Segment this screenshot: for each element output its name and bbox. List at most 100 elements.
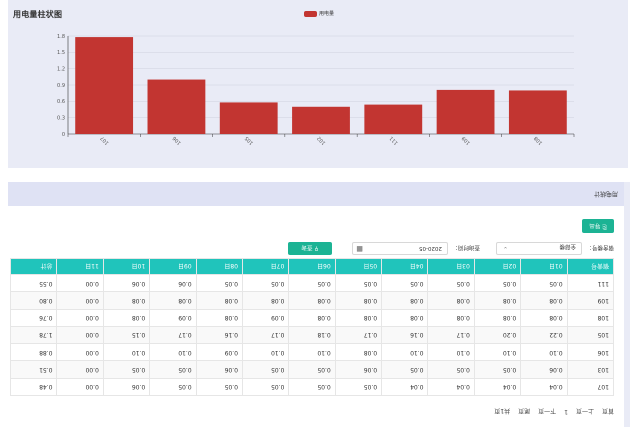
cell-text: 0.00 — [85, 366, 99, 374]
cell-text: 0.48 — [39, 383, 53, 391]
column-header-label: 07日 — [270, 261, 285, 269]
cell-text: 0.10 — [317, 348, 331, 356]
pager-next[interactable]: 下一页 — [538, 407, 557, 415]
column-header[interactable]: 11日 — [57, 258, 104, 275]
column-header[interactable]: 08日 — [196, 258, 243, 275]
table-cell: 0.05 — [474, 274, 521, 292]
pagination: 首页 上一页 1 下一页 尾页 共1页 — [494, 405, 614, 419]
pager-prev[interactable]: 上一页 — [575, 407, 594, 415]
x-tick-label: 106 — [172, 135, 183, 146]
cell-text: 0.04 — [456, 383, 470, 391]
table-cell: 105 — [567, 326, 614, 344]
x-tick-label: 105 — [244, 135, 255, 146]
cell-text: 103 — [597, 366, 609, 374]
table-cell: 0.10 — [381, 343, 428, 361]
table-header-row: 宿舍号 01日 02日 03日 04日 05日 06日 07日 08日 09日 10日 11日 总计 — [10, 258, 614, 275]
table-cell: 0.05 — [288, 360, 336, 379]
export-button[interactable]: ⎘ 导出 — [582, 219, 614, 233]
table-cell: 0.55 — [10, 274, 57, 292]
bar-102 — [292, 106, 350, 134]
table-cell: 1.78 — [10, 326, 57, 344]
export-icon: ⎘ — [602, 223, 607, 230]
cell-text: 0.10 — [549, 348, 563, 356]
pager-page[interactable]: 1 — [564, 408, 568, 416]
table-cell: 0.04 — [428, 378, 475, 396]
table-cell: 0.08 — [474, 291, 521, 310]
column-header[interactable]: 总计 — [10, 258, 57, 275]
table-panel: 首页 上一页 1 下一页 尾页 共1页 107 0.04 0.04 0.04 0.04 0… — [8, 182, 630, 427]
table-cell: 0.08 — [381, 309, 428, 327]
table-cell: 0.04 — [381, 378, 428, 396]
table-cell: 0.05 — [335, 378, 382, 396]
table-cell: 0.08 — [196, 291, 243, 310]
cell-text: 0.88 — [39, 348, 53, 356]
cell-text: 0.04 — [502, 383, 517, 391]
cell-text: 107 — [597, 383, 609, 391]
panel-edge — [624, 182, 630, 427]
column-header[interactable]: 02日 — [474, 258, 521, 275]
cell-text: 0.08 — [410, 296, 424, 304]
rotated-content: 首页 上一页 1 下一页 尾页 共1页 107 0.04 0.04 0.04 0.04 0… — [8, 182, 624, 427]
pager-last[interactable]: 尾页 — [518, 407, 531, 415]
table-cell: 0.05 — [103, 360, 150, 379]
date-input[interactable]: 2020-05 — [352, 242, 448, 255]
table-cell: 0.04 — [474, 378, 521, 396]
table-cell: 0.09 — [149, 309, 197, 327]
cell-text: 0.08 — [502, 296, 517, 304]
cell-text: 0.06 — [363, 366, 378, 374]
table-cell: 0.08 — [520, 309, 568, 327]
pager-first[interactable]: 首页 — [601, 407, 614, 415]
cell-text: 0.05 — [363, 383, 378, 391]
cell-text: 0.09 — [224, 348, 238, 356]
building-select[interactable]: 全部楼 ⌄ — [496, 242, 582, 255]
column-header[interactable]: 10日 — [103, 258, 150, 275]
table-cell: 0.05 — [474, 360, 521, 379]
table-cell: 106 — [567, 343, 614, 361]
column-header[interactable]: 01日 — [520, 258, 568, 275]
column-header[interactable]: 04日 — [381, 258, 428, 275]
table-row: 109 0.08 0.08 0.08 0.08 0.08 0.08 0.08 0.08 0.08 0… — [10, 291, 614, 310]
cell-text: 0.10 — [502, 348, 517, 356]
cell-text: 0.06 — [549, 366, 563, 374]
cell-text: 0.09 — [178, 314, 192, 322]
table-cell: 0.05 — [381, 274, 428, 292]
cell-text: 0.08 — [317, 296, 331, 304]
table-cell: 0.08 — [288, 309, 336, 327]
table-cell: 0.10 — [520, 343, 568, 361]
table-cell: 0.05 — [242, 360, 289, 379]
cell-text: 0.08 — [363, 348, 378, 356]
calendar-icon[interactable]: ▦ — [356, 245, 363, 253]
chart-legend[interactable]: 用电量 — [304, 10, 334, 17]
pager-total: 共1页 — [494, 407, 511, 415]
query-button-label: 查询 — [301, 244, 313, 251]
cell-text: 0.15 — [131, 331, 146, 339]
table-cell: 0.05 — [288, 378, 336, 396]
table-cell: 0.08 — [335, 291, 382, 310]
column-header[interactable]: 06日 — [288, 258, 336, 275]
column-header[interactable]: 宿舍号 — [567, 258, 614, 275]
table-cell: 0.05 — [381, 360, 428, 379]
bar-108 — [508, 90, 567, 134]
cell-text: 0.08 — [456, 314, 470, 322]
column-header[interactable]: 05日 — [335, 258, 382, 275]
y-tick-label: 1.5 — [57, 50, 65, 56]
query-button[interactable]: ⚲ 查询 — [288, 242, 332, 255]
table-cell: 0.05 — [335, 274, 382, 292]
table-cell: 0.16 — [381, 326, 428, 344]
column-header[interactable]: 03日 — [428, 258, 475, 275]
cell-text: 0.08 — [131, 314, 146, 322]
cell-text: 0.80 — [39, 296, 53, 304]
cell-text: 1.78 — [39, 331, 53, 339]
cell-text: 0.08 — [363, 296, 378, 304]
bar-107 — [75, 37, 134, 134]
table-cell: 0.00 — [57, 343, 104, 361]
y-tick-label: 0.3 — [57, 115, 65, 121]
x-tick-label: 108 — [533, 135, 544, 146]
table-cell: 0.10 — [103, 343, 150, 361]
column-header-label: 03日 — [456, 261, 470, 269]
column-header[interactable]: 09日 — [149, 258, 197, 275]
bar-109 — [436, 89, 495, 134]
table-cell: 0.08 — [474, 309, 521, 327]
cell-text: 0.08 — [224, 296, 238, 304]
column-header[interactable]: 07日 — [242, 258, 289, 275]
